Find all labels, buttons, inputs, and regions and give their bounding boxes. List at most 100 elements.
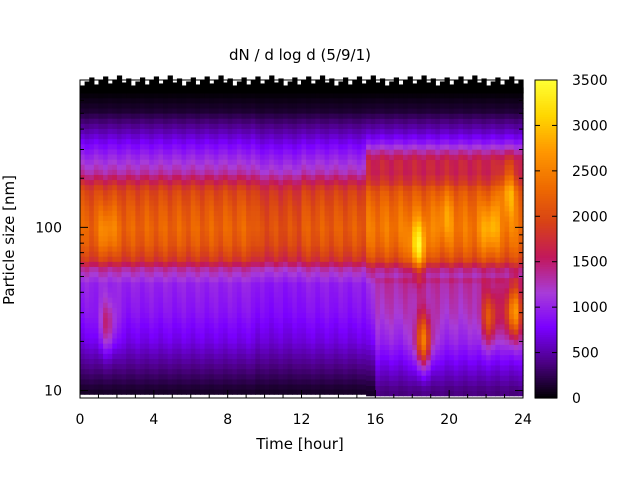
heatmap-cell <box>241 358 247 365</box>
heatmap-cell <box>153 235 160 242</box>
heatmap-cell <box>319 276 326 283</box>
heatmap-cell <box>426 385 432 392</box>
heatmap-cell <box>301 261 307 267</box>
heatmap-cell <box>453 174 459 181</box>
heatmap-cell <box>186 113 192 119</box>
heatmap-cell <box>283 199 289 206</box>
heatmap-cell <box>195 97 201 104</box>
heatmap-cell <box>232 261 238 267</box>
heatmap-cell <box>259 348 266 354</box>
heatmap-cell <box>458 292 464 299</box>
heatmap-cell <box>107 327 113 334</box>
heatmap-cell <box>338 389 344 395</box>
heatmap-cell <box>389 277 395 284</box>
heatmap-cell <box>444 200 450 207</box>
heatmap-cell <box>195 230 201 237</box>
heatmap-cell <box>204 189 210 196</box>
heatmap-cell <box>283 343 289 349</box>
heatmap-cell <box>398 298 404 304</box>
heatmap-cell <box>80 210 86 216</box>
heatmap-cell <box>393 128 399 135</box>
heatmap-cell <box>112 107 118 114</box>
heatmap-cell <box>338 337 344 344</box>
heatmap-cell <box>135 256 141 262</box>
heatmap-cell <box>190 276 196 283</box>
heatmap-cell <box>213 97 220 104</box>
heatmap-cell <box>259 245 266 252</box>
heatmap-cell <box>116 378 123 385</box>
heatmap-cell <box>236 199 243 206</box>
heatmap-cell <box>163 205 169 211</box>
heatmap-cell <box>241 348 247 354</box>
heatmap-cell <box>416 298 423 304</box>
heatmap-cell <box>416 241 423 248</box>
heatmap-cell <box>107 276 113 283</box>
heatmap-cell <box>112 322 118 329</box>
heatmap-cell <box>269 297 275 303</box>
heatmap-cell <box>213 123 220 129</box>
heatmap-cell <box>458 318 464 325</box>
heatmap-cell <box>347 368 353 375</box>
heatmap-cell <box>236 210 243 216</box>
heatmap-cell <box>463 339 469 345</box>
heatmap-cell <box>218 169 224 175</box>
heatmap-cell <box>333 286 340 293</box>
heatmap-cell <box>315 291 321 298</box>
heatmap-cell <box>195 337 201 344</box>
heatmap-cell <box>278 266 284 273</box>
heatmap-cell <box>273 184 280 191</box>
heatmap-cell <box>416 236 423 243</box>
heatmap-cell <box>84 286 90 293</box>
heatmap-cell <box>435 185 441 191</box>
heatmap-cell <box>172 118 178 124</box>
heatmap-cell <box>398 328 404 335</box>
heatmap-cell <box>453 282 459 289</box>
heatmap-cell <box>375 328 381 335</box>
heatmap-cell <box>315 343 321 349</box>
heatmap-cell <box>347 373 353 380</box>
heatmap-cell <box>213 102 220 109</box>
heatmap-cell <box>398 375 404 381</box>
heatmap-cell <box>333 220 340 227</box>
heatmap-cell <box>264 343 270 349</box>
heatmap-cell <box>393 267 399 273</box>
heatmap-cell <box>130 138 136 145</box>
heatmap-cell <box>227 322 233 329</box>
heatmap-cell <box>223 153 229 160</box>
heatmap-cell <box>287 281 293 288</box>
heatmap-cell <box>153 291 160 298</box>
heatmap-cell <box>153 256 160 262</box>
heatmap-cell <box>232 113 238 119</box>
heatmap-cell <box>89 245 95 252</box>
heatmap-cell <box>158 312 164 319</box>
heatmap-cell <box>218 199 224 206</box>
heatmap-cell <box>163 353 169 359</box>
heatmap-cell <box>366 385 372 392</box>
heatmap-cell <box>80 179 86 186</box>
heatmap-cell <box>301 123 307 129</box>
heatmap-cell <box>412 226 418 232</box>
heatmap-cell <box>236 307 243 313</box>
heatmap-cell <box>144 184 150 191</box>
heatmap-cell <box>379 143 386 150</box>
heatmap-cell <box>107 256 113 262</box>
heatmap-cell <box>310 281 316 288</box>
heatmap-cell <box>426 97 432 104</box>
heatmap-cell <box>361 353 367 359</box>
heatmap-cell <box>227 358 233 365</box>
heatmap-cell <box>379 256 386 263</box>
heatmap-cell <box>366 292 372 299</box>
heatmap-cell <box>93 261 100 267</box>
heatmap-cell <box>255 266 261 273</box>
heatmap-cell <box>236 235 243 242</box>
heatmap-cell <box>315 174 321 181</box>
heatmap-cell <box>209 322 215 329</box>
heatmap-cell <box>338 97 344 104</box>
heatmap-cell <box>80 286 86 293</box>
heatmap-cell <box>167 189 173 196</box>
heatmap-cell <box>116 159 123 165</box>
heatmap-cell <box>453 128 459 135</box>
heatmap-cell <box>343 363 349 370</box>
heatmap-cell <box>139 123 146 129</box>
heatmap-cell <box>296 169 303 175</box>
